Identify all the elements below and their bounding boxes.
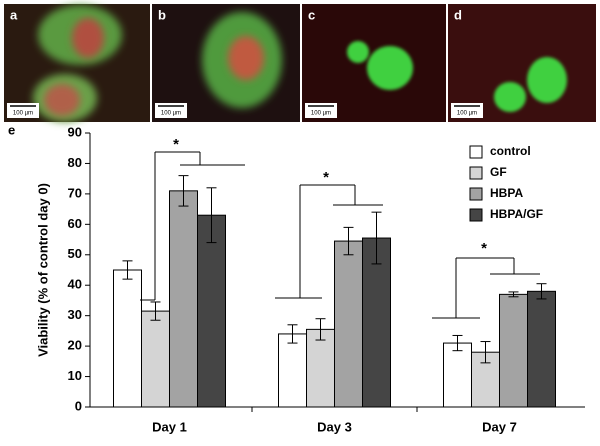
y-tick-label: 70 [68, 185, 82, 200]
significance-star: * [481, 240, 487, 257]
scale-bar-label: 100 µm [13, 111, 33, 117]
legend-swatch [469, 166, 483, 180]
bar [527, 290, 556, 408]
y-axis-label: Viability (% of control day 0) [35, 183, 50, 357]
legend-swatch [469, 208, 483, 222]
y-tick-label: 0 [75, 398, 82, 413]
micrographs [4, 4, 596, 122]
y-tick-label: 60 [68, 216, 82, 231]
legend-label: control [490, 144, 531, 158]
bar [141, 310, 170, 408]
bar [443, 342, 472, 408]
bar [334, 240, 363, 408]
x-tick-label: Day 1 [152, 419, 187, 434]
y-tick-label: 50 [68, 246, 82, 261]
significance-star: * [173, 136, 179, 153]
legend-swatch [469, 145, 483, 159]
y-tick-label: 30 [68, 307, 82, 322]
bar [306, 328, 335, 408]
y-tick-label: 90 [68, 124, 82, 139]
panel-label: e [8, 122, 15, 137]
y-tick-label: 40 [68, 277, 82, 292]
legend-label: HBPA [490, 186, 523, 200]
bar [113, 269, 142, 408]
scale-bar-label: 100 µm [311, 111, 331, 117]
x-tick-label: Day 3 [317, 419, 352, 434]
y-tick-label: 10 [68, 368, 82, 383]
bar [362, 237, 391, 408]
panel-letter: c [308, 7, 315, 22]
bar [169, 190, 198, 408]
y-tick-label: 20 [68, 338, 82, 353]
panel-letter: b [158, 7, 166, 22]
significance-star: * [323, 169, 329, 186]
panel-letter: a [10, 7, 18, 22]
bar [197, 214, 226, 408]
x-tick-label: Day 7 [482, 419, 517, 434]
panel-letter: d [454, 7, 462, 22]
scale-bar-label: 100 µm [161, 111, 181, 117]
legend-label: HBPA/GF [490, 207, 543, 221]
bar [278, 333, 307, 408]
y-tick-label: 80 [68, 155, 82, 170]
legend-swatch [469, 187, 483, 201]
scale-bar-label: 100 µm [457, 111, 477, 117]
legend-label: GF [490, 165, 507, 179]
bar [499, 293, 528, 408]
